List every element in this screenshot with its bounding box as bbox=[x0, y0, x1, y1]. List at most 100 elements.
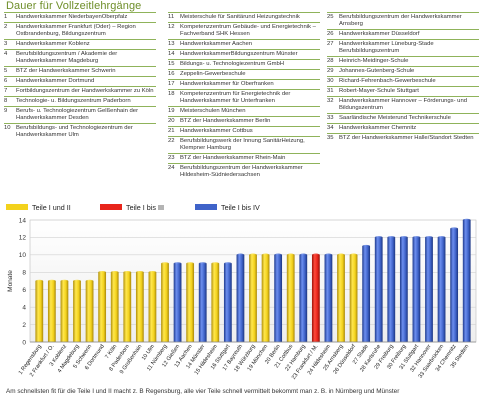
y-tick-label: 12 bbox=[19, 235, 27, 242]
bar bbox=[161, 263, 169, 342]
list-item-label: Saarländische Meisterund Technikerschule bbox=[339, 115, 451, 121]
legend-label: Teile I und II bbox=[32, 203, 71, 212]
list-item-label: Robert-Mayer-Schule Stuttgart bbox=[339, 88, 419, 94]
y-tick-label: 2 bbox=[22, 322, 26, 329]
bar-cap bbox=[425, 236, 433, 239]
list-item: 13 Handwerkskammer Aachen bbox=[168, 39, 320, 49]
list-item-label: Heinrich-Meidinger-Schule bbox=[339, 58, 409, 64]
list-item: 30 Richard-Fehrenbach-Gewerbeschule bbox=[327, 76, 479, 86]
list-item: 19 Meisterschulen München bbox=[168, 106, 320, 116]
chart-legend: Teile I und II Teile I bis III Teile I bis… bbox=[6, 203, 260, 212]
list-item: 12 Kompetenzzentrum Gebäude- und Energiet… bbox=[168, 22, 320, 39]
list-item-number: 15 bbox=[168, 61, 175, 67]
bar-cap bbox=[349, 253, 358, 257]
bar-cap bbox=[299, 253, 308, 257]
list-item: 15 Bildungs- u. Technologiezentrum GmbH bbox=[168, 59, 320, 69]
bar bbox=[98, 272, 107, 342]
list-item-number: 5 bbox=[4, 68, 8, 74]
list-item-number: 31 bbox=[327, 88, 334, 94]
bar bbox=[148, 272, 157, 342]
legend-label: Teile I bis IV bbox=[221, 203, 260, 212]
list-item-label: Berufsbildungswerk der Innung SanitärHei… bbox=[180, 138, 305, 151]
y-tick-label: 8 bbox=[22, 270, 26, 277]
list-item: 11 Meisterschule für Sanitärund Heizungst… bbox=[168, 12, 320, 22]
bar bbox=[73, 281, 81, 342]
bar-cap bbox=[324, 253, 333, 257]
list-item: 5 BTZ der Handwerkskammer Schwerin bbox=[4, 66, 156, 76]
list-item-label: BTZ der Handwerkskammer Rhein-Main bbox=[180, 155, 286, 161]
list-item: 8 Technologie- u. Bildungszentrum Paderbo… bbox=[4, 96, 156, 106]
bar bbox=[47, 281, 56, 342]
bar-cap bbox=[223, 262, 232, 265]
list-item-label: Richard-Fehrenbach-Gewerbeschule bbox=[339, 78, 436, 84]
bar bbox=[60, 281, 69, 342]
list-item-label: Zeppelin-Gewerbeschule bbox=[180, 71, 246, 77]
list-item-label: Handwerkskammer Lüneburg-Stade Berufsbil… bbox=[339, 41, 434, 54]
list-item: 34 Handwerkskammer Chemnitz bbox=[327, 123, 479, 133]
bar-cap bbox=[412, 236, 421, 239]
bar bbox=[261, 254, 270, 342]
list-item-number: 19 bbox=[168, 108, 175, 114]
list-item-label: BTZ der Handwerkskammer Berlin bbox=[180, 118, 271, 124]
bar-cap bbox=[450, 227, 459, 231]
chart-caption: Am schnellsten fit für die Teile I und I… bbox=[6, 388, 400, 395]
list-item: 7 Fortbildungszentrum der Handwerkskammer… bbox=[4, 86, 156, 96]
list-item-number: 22 bbox=[168, 138, 175, 144]
list-item: 1 Handwerkskammer NiederbayenOberpfalz bbox=[4, 12, 156, 22]
list-item-label: Berufsbildungszentrum der Handwerkskamme… bbox=[339, 14, 462, 27]
bar-cap bbox=[198, 262, 207, 265]
bar bbox=[299, 254, 308, 342]
list-item: 2 Handwerkskammer Frankfurt (Oder) – Regi… bbox=[4, 22, 156, 39]
list-item-label: Meisterschule für Sanitärund Heizungstec… bbox=[180, 14, 300, 20]
list-item-label: Johannes-Gutenberg-Schule bbox=[339, 68, 415, 74]
bar-cap bbox=[362, 244, 371, 248]
bar-cap bbox=[186, 262, 195, 265]
list-item-label: Handwerkskammer Chemnitz bbox=[339, 125, 417, 131]
y-tick-label: 14 bbox=[19, 217, 27, 224]
list-item-number: 21 bbox=[168, 128, 175, 134]
list-item-label: Fortbildungszentrum der Handwerkskammer … bbox=[16, 88, 154, 94]
bar bbox=[337, 254, 345, 342]
list-item: 16 Zeppelin-Gewerbeschule bbox=[168, 69, 320, 79]
bar-cap bbox=[47, 279, 56, 283]
bar-cap bbox=[148, 270, 157, 274]
list-item-number: 1 bbox=[4, 14, 8, 20]
list-item-number: 8 bbox=[4, 98, 8, 104]
y-tick-label: 0 bbox=[22, 339, 26, 346]
list-item-label: Berufsbildungszentrum / Akademie der Han… bbox=[16, 51, 118, 64]
list-item-number: 35 bbox=[327, 135, 334, 141]
list-item-number: 10 bbox=[4, 125, 11, 131]
list-item-number: 9 bbox=[4, 108, 8, 114]
list-item-number: 12 bbox=[168, 24, 175, 30]
bar-cap bbox=[462, 218, 471, 222]
institution-list-column-2: 11 Meisterschule für Sanitärund Heizungst… bbox=[168, 12, 320, 180]
bar bbox=[236, 254, 245, 342]
list-item-number: 33 bbox=[327, 115, 334, 121]
y-axis-label: Monate bbox=[7, 270, 14, 292]
list-item-label: Handwerkskammer Dortmund bbox=[16, 78, 95, 84]
institution-list-column-1: 1 Handwerkskammer NiederbayenOberpfalz 2 Ha… bbox=[4, 12, 156, 140]
list-item: 14 HandwerkskammerBildungszentrum Münster bbox=[168, 49, 320, 59]
bar-cap bbox=[123, 270, 132, 274]
bar bbox=[412, 237, 421, 342]
list-item: 32 Handwerkskammer Hannover – Förderungs-… bbox=[327, 96, 479, 113]
list-item-label: Berufs- u. Technologiezentrum Gelßenhain… bbox=[16, 108, 139, 121]
list-item-number: 4 bbox=[4, 51, 8, 57]
list-item-number: 24 bbox=[168, 165, 175, 171]
list-item: 29 Johannes-Gutenberg-Schule bbox=[327, 66, 479, 76]
list-item: 23 BTZ der Handwerkskammer Rhein-Main bbox=[168, 153, 320, 163]
bar bbox=[349, 254, 358, 342]
bar bbox=[374, 237, 383, 342]
list-item-label: Handwerkskammer Cottbus bbox=[180, 128, 253, 134]
list-item: 10 Berufsbildungs- und Technologiezentrum… bbox=[4, 123, 156, 140]
list-item: 24 Berufsbildungszentrum der Handwerkskam… bbox=[168, 163, 320, 180]
bar bbox=[450, 228, 459, 342]
list-item-number: 26 bbox=[327, 31, 334, 37]
bar-cap bbox=[211, 262, 220, 265]
list-item-number: 14 bbox=[168, 51, 175, 57]
list-item-label: HandwerkskammerBildungszentrum Münster bbox=[180, 51, 298, 57]
legend-swatch bbox=[6, 204, 28, 210]
list-item-label: Handwerkskammer Koblenz bbox=[16, 41, 90, 47]
list-item-number: 34 bbox=[327, 125, 334, 131]
list-item-label: Handwerkskammer Hannover – Förderungs- u… bbox=[339, 98, 468, 111]
